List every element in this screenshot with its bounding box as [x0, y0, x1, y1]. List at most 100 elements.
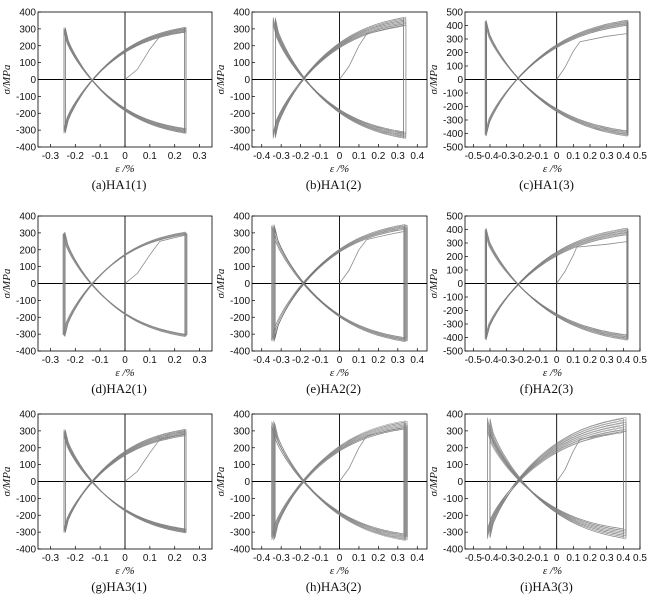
initial-loading-curve: [124, 433, 185, 482]
x-axis-label: ε /%: [543, 565, 562, 577]
initial-loading-curve: [556, 430, 627, 482]
y-tick-label: -200: [16, 511, 36, 522]
x-tick-label: -0.1: [92, 151, 110, 162]
x-tick-label: 0.1: [352, 553, 366, 564]
y-tick-label: -300: [443, 528, 463, 539]
x-axis-label: ε /%: [543, 163, 562, 175]
y-tick-label: 300: [19, 24, 36, 35]
x-tick-label: 0.3: [391, 355, 405, 366]
y-tick-label: 200: [19, 443, 36, 454]
panel-caption: (b)HA1(2): [306, 177, 362, 192]
x-tick-label: 0.2: [371, 151, 385, 162]
y-tick-label: -100: [230, 296, 250, 307]
x-tick-label: -0.3: [273, 355, 291, 366]
y-tick-label: -200: [230, 511, 250, 522]
y-tick-label: -300: [443, 116, 463, 127]
x-tick-label: -0.2: [515, 151, 533, 162]
x-tick-label: 0.4: [616, 553, 630, 564]
initial-loading-curve: [556, 33, 627, 80]
y-tick-label: -100: [16, 296, 36, 307]
x-tick-label: 0.4: [410, 151, 424, 162]
x-tick-label: 0: [122, 355, 128, 366]
x-axis-label: ε /%: [330, 565, 349, 577]
x-axis-label: ε /%: [115, 565, 134, 577]
y-tick-label: 0: [457, 75, 463, 86]
y-tick-label: -100: [16, 92, 36, 103]
x-tick-label: 0.3: [193, 553, 207, 564]
y-tick-label: -200: [443, 511, 463, 522]
x-tick-label: 0.1: [566, 553, 580, 564]
x-tick-label: 0.3: [193, 355, 207, 366]
x-tick-label: 0: [337, 553, 343, 564]
y-tick-label: 300: [19, 228, 36, 239]
panel-caption: (f)HA2(3): [520, 381, 573, 396]
x-tick-label: 0.3: [600, 553, 614, 564]
y-tick-label: 300: [19, 426, 36, 437]
x-tick-label: -0.4: [253, 355, 271, 366]
y-tick-label: 200: [446, 48, 463, 59]
x-tick-label: -0.3: [273, 553, 291, 564]
y-tick-label: 0: [30, 75, 36, 86]
x-axis-label: ε /%: [330, 163, 349, 175]
hysteresis-loop: [489, 418, 624, 539]
x-tick-label: 0.4: [410, 553, 424, 564]
y-tick-label: -500: [443, 143, 463, 154]
x-tick-label: 0.1: [352, 151, 366, 162]
x-tick-label: 0: [122, 151, 128, 162]
chart-panel-3: -500 -400 -300 -200 -100 0 100 200 300 400 500 -0.5…: [428, 8, 647, 193]
y-tick-label: 200: [233, 41, 250, 52]
y-tick-label: -400: [443, 129, 463, 140]
y-tick-label: 400: [19, 410, 36, 421]
x-tick-label: -0.1: [92, 355, 110, 366]
y-tick-label: 100: [446, 62, 463, 73]
x-tick-label: -0.2: [67, 151, 85, 162]
y-tick-label: -400: [16, 143, 36, 154]
x-tick-label: 0.1: [143, 151, 157, 162]
y-tick-label: 200: [446, 443, 463, 454]
panel-caption: (e)HA2(2): [306, 381, 361, 396]
x-tick-label: 0: [122, 553, 128, 564]
y-tick-label: 100: [19, 58, 36, 69]
x-tick-label: -0.3: [42, 553, 60, 564]
y-tick-label: -200: [443, 102, 463, 113]
x-tick-label: 0.2: [583, 553, 597, 564]
hysteresis-loop: [487, 417, 627, 540]
x-tick-label: -0.2: [292, 553, 310, 564]
x-tick-label: 0.1: [143, 355, 157, 366]
y-tick-label: -400: [443, 333, 463, 344]
x-tick-label: -0.1: [531, 553, 549, 564]
x-axis-label: ε /%: [115, 367, 134, 379]
panel-caption: (i)HA3(3): [520, 579, 573, 594]
x-tick-label: 0.3: [600, 151, 614, 162]
y-tick-label: 200: [19, 41, 36, 52]
y-tick-label: 400: [446, 225, 463, 236]
y-axis-label: σ/MPa: [1, 466, 13, 496]
x-tick-label: 0.2: [583, 355, 597, 366]
x-tick-label: -0.4: [481, 553, 499, 564]
y-tick-label: -300: [16, 126, 36, 137]
hysteresis-loop: [63, 26, 187, 134]
x-tick-label: -0.1: [531, 355, 549, 366]
hysteresis-loop: [64, 231, 186, 338]
y-tick-label: -400: [16, 545, 36, 556]
y-tick-label: -100: [230, 92, 250, 103]
x-tick-label: 0.3: [600, 355, 614, 366]
y-tick-label: 500: [446, 212, 463, 223]
y-tick-label: -100: [230, 494, 250, 505]
y-tick-label: 100: [233, 262, 250, 273]
hysteresis-loop: [485, 227, 628, 341]
y-axis-label: σ/MPa: [428, 466, 440, 496]
chart-panel-7: -400 -300 -200 -100 0 100 200 300 400 -0.3 -0.2 -0.…: [1, 410, 213, 594]
x-tick-label: -0.1: [311, 151, 329, 162]
y-tick-label: 400: [19, 212, 36, 223]
x-tick-label: -0.1: [92, 553, 110, 564]
y-tick-label: -300: [16, 330, 36, 341]
x-tick-label: -0.1: [531, 151, 549, 162]
y-tick-label: -200: [16, 313, 36, 324]
x-tick-label: 0.1: [352, 355, 366, 366]
y-tick-label: -100: [16, 494, 36, 505]
y-axis-label: σ/MPa: [215, 64, 227, 94]
